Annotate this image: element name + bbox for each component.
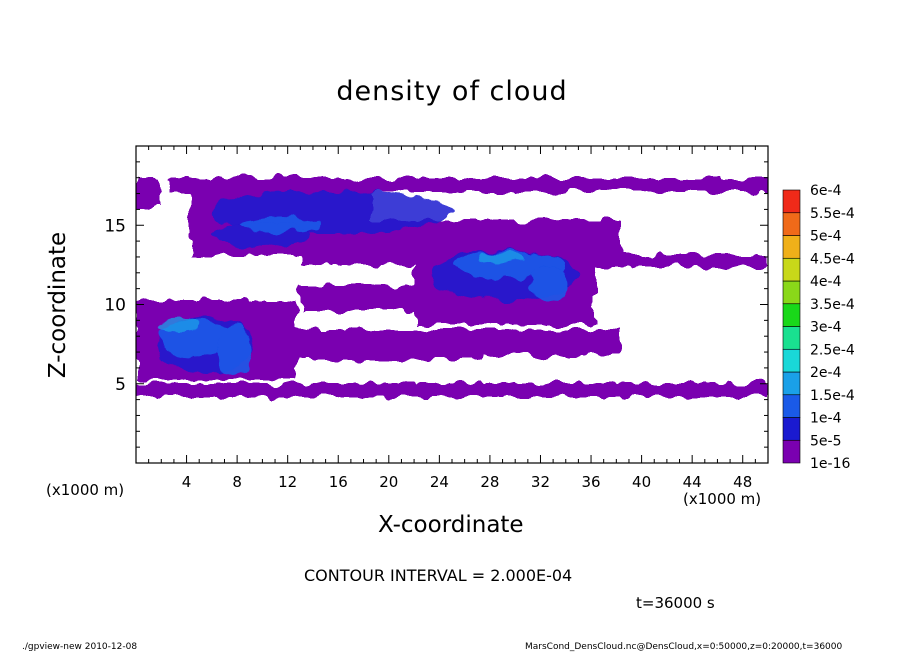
colorbar-label: 4.5e-4	[810, 251, 855, 267]
y-tick-label: 15	[104, 216, 126, 236]
x-axis-ticks: 4 8 12 16 20 24 28 32 36 40 44 48	[148, 146, 756, 491]
x-tick-label: 32	[531, 473, 550, 491]
density-field	[136, 178, 768, 397]
y-axis-label: Z-coordinate	[45, 231, 71, 379]
x-tick-label: 44	[683, 473, 702, 491]
peak-upper	[240, 217, 320, 233]
x-tick-label: 16	[329, 473, 348, 491]
colorbar: 1e-16 5e-5 1e-4 1.5e-4 2e-4 2.5e-4 3e-4 3.5e-4 4…	[782, 183, 855, 472]
colorbar-swatch	[782, 303, 801, 327]
colorbar-swatch	[782, 348, 801, 373]
x-tick-label: 8	[232, 473, 242, 491]
x-tick-label: 40	[632, 473, 651, 491]
cloud-blob-mid-left	[260, 330, 480, 360]
colorbar-swatch	[782, 394, 801, 418]
y-tick-label: 5	[115, 375, 126, 395]
colorbar-swatch	[782, 417, 801, 441]
colorbar-swatch	[782, 280, 801, 305]
colorbar-swatch	[782, 326, 801, 350]
colorbar-swatch	[782, 439, 801, 464]
cloud-layer-low	[136, 383, 768, 397]
x-axis-label: X-coordinate	[378, 512, 524, 538]
y-axis-ticks: 5 10 15	[104, 161, 768, 448]
max-left	[160, 318, 200, 332]
x-tick-label: 12	[278, 473, 297, 491]
colorbar-swatch	[782, 257, 801, 282]
colorbar-label: 1.5e-4	[810, 388, 855, 404]
colorbar-label: 1e-16	[810, 456, 850, 472]
cloud-fragment-b	[480, 330, 620, 355]
y-unit-label: (x1000 m)	[46, 481, 125, 499]
colorbar-swatch	[782, 371, 801, 396]
colorbar-label: 4e-4	[810, 274, 842, 290]
y-tick-label: 10	[104, 296, 126, 316]
max-right	[478, 252, 522, 264]
peak-right-b	[532, 267, 568, 303]
x-tick-label: 20	[379, 473, 398, 491]
footer-left: ./gpview-new 2010-12-08	[22, 642, 138, 652]
cloud-fragment-c	[136, 178, 161, 208]
colorbar-swatch	[782, 235, 801, 259]
x-tick-label: 4	[182, 473, 192, 491]
colorbar-label: 6e-4	[810, 183, 842, 199]
x-tick-label: 24	[430, 473, 449, 491]
x-tick-label: 36	[581, 473, 600, 491]
x-tick-label: 48	[733, 473, 752, 491]
colorbar-label: 5e-4	[810, 229, 842, 245]
colorbar-swatch	[782, 212, 801, 236]
chart-title: density of cloud	[336, 76, 568, 107]
colorbar-label: 5.5e-4	[810, 206, 855, 222]
colorbar-label: 2.5e-4	[810, 342, 855, 358]
cloud-fragment-a	[300, 285, 420, 310]
colorbar-swatch	[782, 189, 801, 214]
colorbar-label: 5e-5	[810, 433, 841, 449]
peak-left-b	[217, 325, 253, 375]
footer-right: MarsCond_DensCloud.nc@DensCloud,x=0:5000…	[525, 642, 843, 652]
time-label: t=36000 s	[636, 594, 715, 612]
colorbar-label: 2e-4	[810, 365, 842, 381]
x-tick-label: 28	[480, 473, 499, 491]
x-unit-label: (x1000 m)	[683, 490, 762, 508]
contour-interval: CONTOUR INTERVAL = 2.000E-04	[304, 566, 573, 585]
cloud-strip-right	[570, 255, 768, 267]
colorbar-label: 3.5e-4	[810, 297, 855, 313]
colorbar-label: 1e-4	[810, 411, 842, 427]
colorbar-label: 3e-4	[810, 320, 842, 336]
